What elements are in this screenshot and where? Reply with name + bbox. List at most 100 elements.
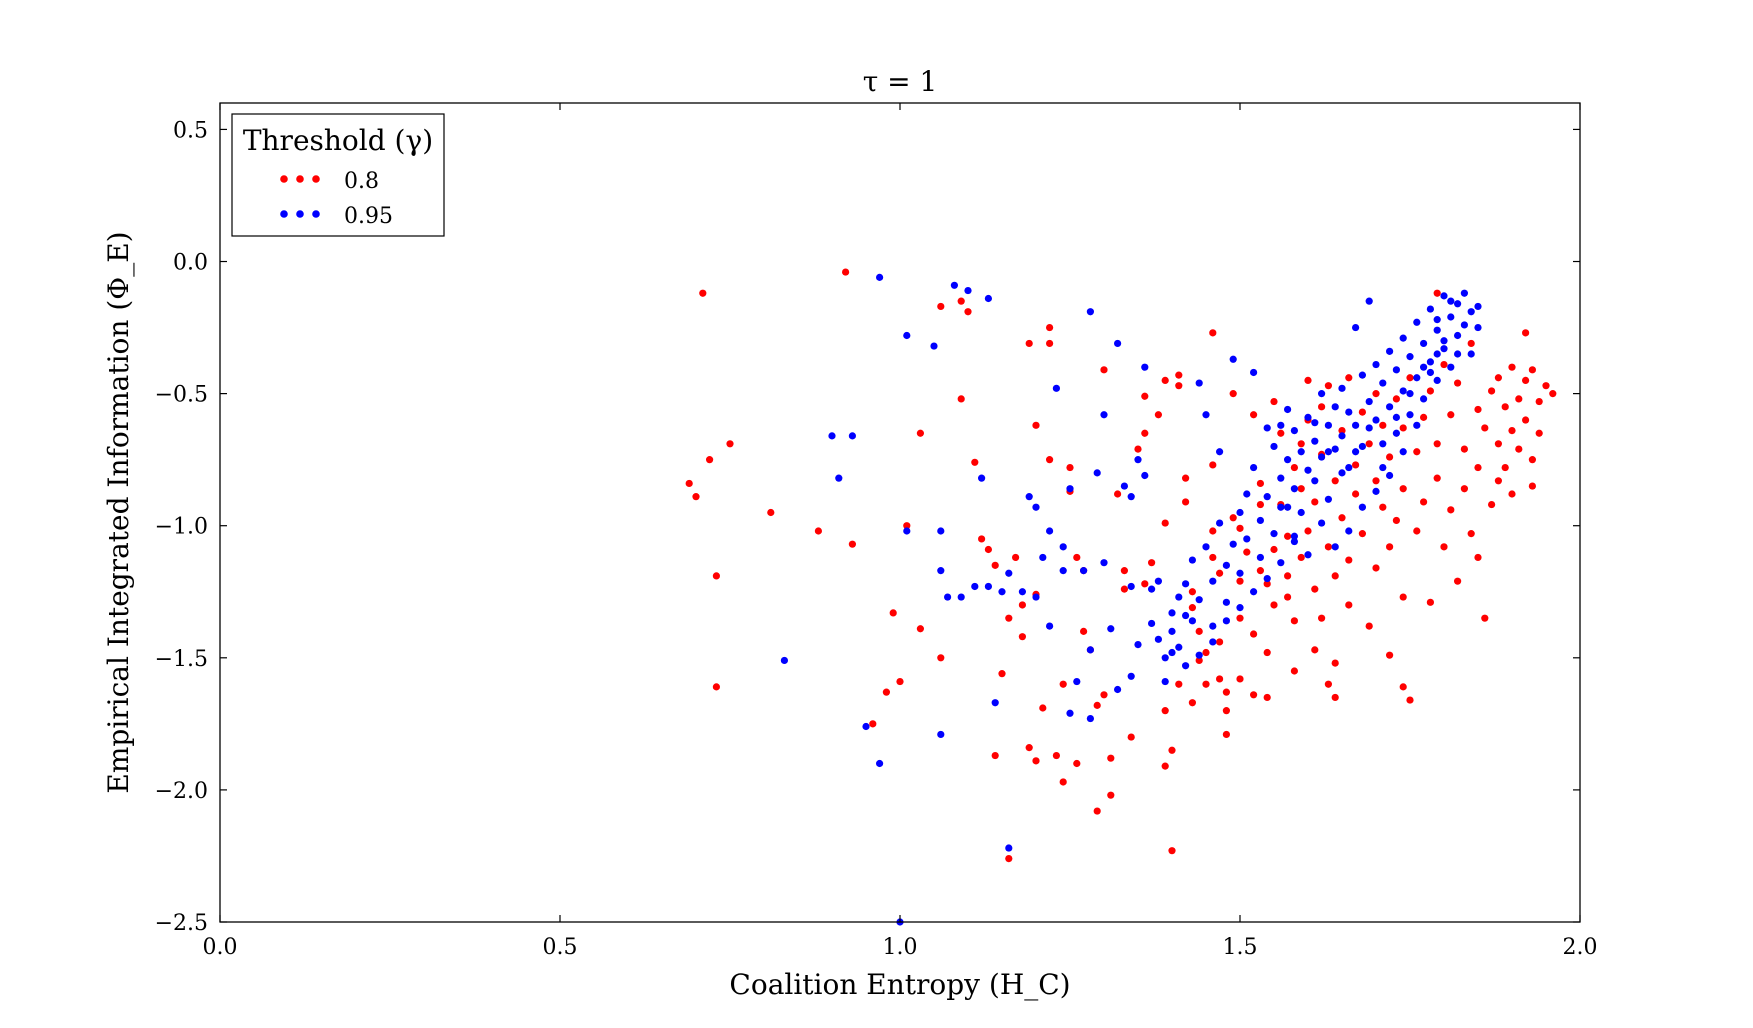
data-point — [1086, 308, 1094, 316]
legend-marker — [280, 210, 288, 218]
data-point — [1318, 453, 1326, 461]
data-point — [916, 625, 925, 633]
data-point — [937, 302, 945, 311]
data-point — [1046, 527, 1054, 535]
data-point — [1474, 463, 1482, 472]
data-point — [1100, 691, 1108, 699]
data-point — [1182, 474, 1190, 482]
legend-title: Threshold (γ) — [243, 124, 433, 157]
data-point — [1447, 363, 1455, 371]
data-point — [964, 286, 972, 295]
data-point — [1297, 440, 1305, 448]
data-point — [1467, 350, 1475, 358]
data-point — [1535, 397, 1543, 406]
data-point — [1066, 709, 1074, 717]
data-point — [1222, 561, 1230, 569]
data-point — [1392, 395, 1400, 403]
data-point — [706, 456, 714, 464]
data-point — [1460, 485, 1468, 493]
data-point — [1209, 329, 1217, 337]
data-point — [1046, 622, 1054, 630]
data-point — [1236, 614, 1244, 622]
data-point — [1161, 654, 1169, 662]
data-point — [1406, 696, 1414, 704]
data-point — [1454, 300, 1462, 308]
data-point — [1311, 419, 1319, 427]
data-point — [1352, 461, 1360, 469]
data-point — [1100, 366, 1108, 374]
x-tick-label: 2.0 — [1563, 935, 1598, 960]
data-point — [712, 683, 721, 691]
data-point — [1284, 572, 1292, 580]
data-point — [1032, 421, 1040, 429]
data-point — [1331, 477, 1339, 485]
data-point — [1460, 289, 1468, 297]
data-point — [1025, 493, 1033, 501]
data-point — [1284, 532, 1292, 540]
data-point — [1488, 387, 1496, 395]
data-point — [1250, 588, 1258, 596]
data-point — [1440, 292, 1448, 300]
data-point — [937, 730, 945, 739]
data-point — [984, 545, 993, 554]
data-point — [1073, 759, 1081, 768]
data-point — [1331, 543, 1339, 551]
data-point — [998, 670, 1006, 678]
data-point — [1460, 445, 1468, 453]
legend-marker — [312, 175, 320, 183]
data-point — [1318, 614, 1326, 622]
data-point — [1440, 543, 1448, 551]
y-tick-label: 0.5 — [173, 118, 208, 143]
data-point — [814, 527, 823, 535]
data-point — [1175, 382, 1183, 390]
data-point — [1066, 485, 1074, 493]
data-point — [1256, 553, 1264, 562]
data-point — [903, 331, 911, 340]
data-point — [1052, 384, 1060, 392]
data-point — [1290, 537, 1298, 546]
data-point — [1100, 411, 1108, 419]
data-point — [1290, 463, 1298, 472]
data-point — [1488, 500, 1496, 509]
data-point — [1522, 376, 1530, 385]
data-point — [984, 294, 993, 303]
data-point — [1420, 395, 1428, 403]
data-point — [780, 656, 789, 665]
data-point — [1372, 360, 1380, 369]
data-point — [1052, 751, 1060, 760]
data-point — [1243, 548, 1251, 556]
data-point — [1318, 519, 1326, 527]
data-point — [1229, 390, 1237, 398]
legend-marker — [296, 210, 304, 218]
data-point — [1358, 442, 1366, 451]
data-point — [1188, 617, 1196, 625]
data-point — [726, 440, 734, 448]
data-point — [1392, 516, 1400, 525]
data-point — [1256, 500, 1264, 509]
data-point — [1372, 477, 1380, 485]
data-point — [1447, 506, 1455, 514]
data-point — [1195, 627, 1203, 635]
points-layer — [685, 268, 1557, 926]
data-point — [1141, 363, 1149, 371]
data-point — [1216, 675, 1224, 683]
data-point — [1005, 569, 1013, 577]
data-point — [1352, 490, 1360, 498]
data-point — [1311, 498, 1319, 506]
data-point — [1270, 397, 1278, 406]
data-point — [1413, 374, 1421, 382]
data-point — [1304, 376, 1312, 385]
data-point — [828, 432, 836, 440]
data-point — [1161, 677, 1169, 686]
y-tick-label: −1.5 — [155, 647, 208, 672]
data-point — [1202, 680, 1210, 688]
data-point — [1277, 559, 1285, 567]
data-point — [1195, 596, 1203, 604]
data-point — [984, 582, 993, 591]
data-point — [1168, 746, 1176, 754]
data-point — [1120, 482, 1128, 490]
data-point — [957, 297, 965, 305]
data-point — [1032, 503, 1040, 511]
